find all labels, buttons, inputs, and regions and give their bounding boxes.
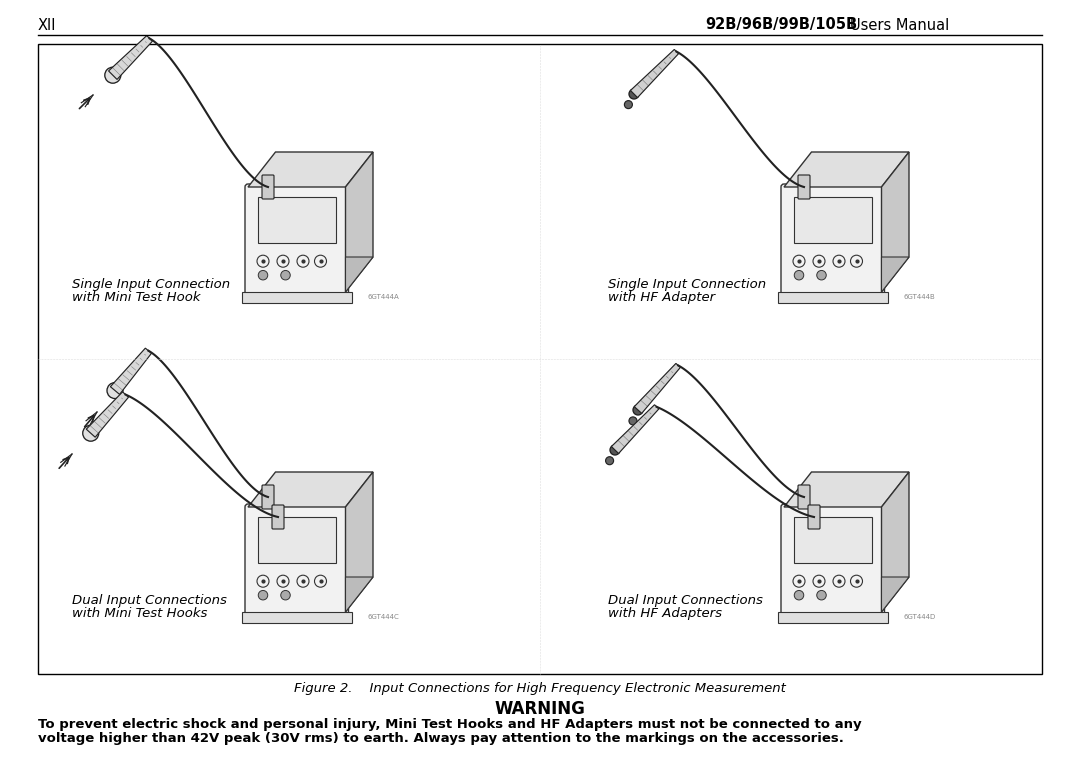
Circle shape (258, 591, 268, 600)
Circle shape (258, 271, 268, 280)
Text: Dual Input Connections: Dual Input Connections (72, 594, 227, 607)
FancyBboxPatch shape (794, 517, 872, 563)
Text: WARNING: WARNING (495, 700, 585, 718)
Polygon shape (110, 348, 151, 395)
FancyBboxPatch shape (798, 175, 810, 199)
Circle shape (281, 271, 291, 280)
Circle shape (633, 405, 643, 415)
FancyBboxPatch shape (798, 485, 810, 509)
Circle shape (624, 101, 633, 109)
Polygon shape (881, 152, 909, 292)
FancyBboxPatch shape (245, 184, 349, 295)
Polygon shape (346, 472, 373, 612)
Polygon shape (784, 152, 909, 187)
Polygon shape (611, 405, 659, 453)
Text: 92B/96B/99B/105B: 92B/96B/99B/105B (705, 18, 858, 33)
Polygon shape (242, 612, 352, 623)
Polygon shape (881, 472, 909, 612)
Text: with Mini Test Hook: with Mini Test Hook (72, 291, 201, 304)
FancyBboxPatch shape (781, 504, 885, 615)
Polygon shape (784, 472, 909, 507)
Text: Dual Input Connections: Dual Input Connections (608, 594, 762, 607)
FancyBboxPatch shape (258, 517, 336, 563)
Text: Single Input Connection: Single Input Connection (72, 278, 230, 291)
FancyBboxPatch shape (258, 197, 336, 243)
Circle shape (281, 591, 291, 600)
Circle shape (794, 591, 804, 600)
Text: Single Input Connection: Single Input Connection (608, 278, 766, 291)
Circle shape (794, 271, 804, 280)
Polygon shape (346, 257, 373, 292)
FancyBboxPatch shape (262, 175, 274, 199)
Polygon shape (248, 152, 373, 187)
Text: To prevent electric shock and personal injury, Mini Test Hooks and HF Adapters m: To prevent electric shock and personal i… (38, 718, 862, 731)
Circle shape (610, 445, 620, 455)
Text: with HF Adapter: with HF Adapter (608, 291, 715, 304)
Text: 6GT444B: 6GT444B (903, 294, 935, 300)
Polygon shape (242, 292, 352, 303)
Text: with Mini Test Hooks: with Mini Test Hooks (72, 607, 207, 620)
Polygon shape (109, 36, 152, 79)
Polygon shape (881, 577, 909, 612)
Circle shape (105, 67, 121, 83)
FancyBboxPatch shape (245, 504, 349, 615)
Circle shape (83, 425, 98, 441)
Text: voltage higher than 42V peak (30V rms) to earth. Always pay attention to the mar: voltage higher than 42V peak (30V rms) t… (38, 732, 843, 745)
Polygon shape (778, 292, 888, 303)
Polygon shape (346, 152, 373, 292)
Polygon shape (346, 577, 373, 612)
FancyBboxPatch shape (781, 184, 885, 295)
Polygon shape (86, 392, 129, 437)
Text: 6GT444C: 6GT444C (367, 614, 399, 620)
Circle shape (107, 383, 123, 399)
Polygon shape (778, 612, 888, 623)
Bar (38, 44, 1042, 674)
Polygon shape (634, 363, 680, 413)
Text: Users Manual: Users Manual (850, 18, 949, 33)
Circle shape (629, 417, 637, 425)
FancyBboxPatch shape (794, 197, 872, 243)
Polygon shape (881, 257, 909, 292)
Text: Figure 2.    Input Connections for High Frequency Electronic Measurement: Figure 2. Input Connections for High Fre… (294, 682, 786, 695)
FancyBboxPatch shape (262, 485, 274, 509)
Circle shape (816, 271, 826, 280)
Text: XII: XII (38, 18, 56, 33)
FancyBboxPatch shape (272, 505, 284, 529)
FancyBboxPatch shape (808, 505, 820, 529)
Circle shape (606, 456, 613, 465)
Text: 6GT444A: 6GT444A (367, 294, 399, 300)
Circle shape (629, 89, 639, 99)
Text: 6GT444D: 6GT444D (903, 614, 935, 620)
Circle shape (816, 591, 826, 600)
Polygon shape (631, 50, 678, 98)
Polygon shape (248, 472, 373, 507)
Text: with HF Adapters: with HF Adapters (608, 607, 723, 620)
